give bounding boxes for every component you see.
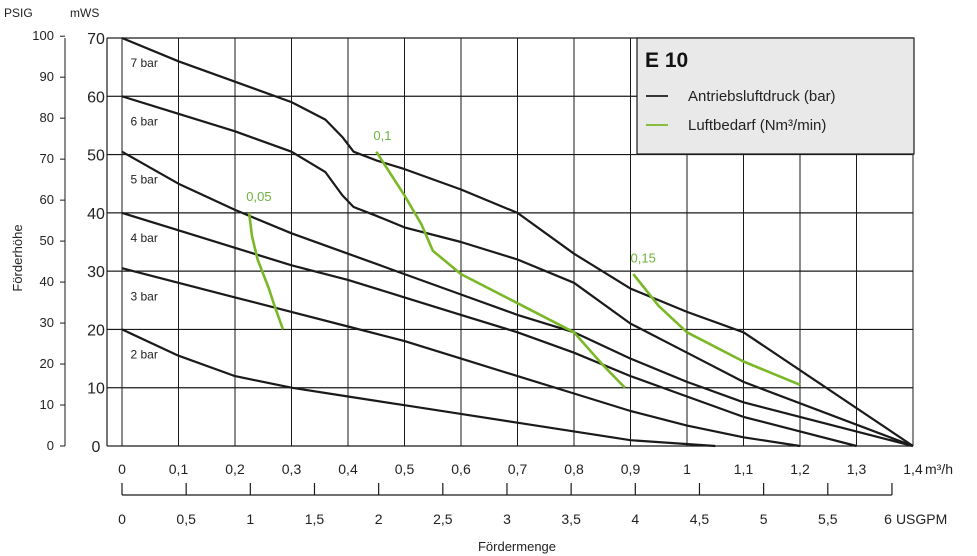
x-tick-label-m3h: 0,1 [169,461,189,477]
x-tick-label-m3h: 0,7 [508,461,528,477]
air-consumption-curve-0-15 [632,273,801,387]
y-axis-title: Förderhöhe [10,224,25,291]
x-tick-label-usgpm: 2,5 [433,511,453,527]
psig-tick-label: 50 [40,233,54,248]
pressure-curve-4-bar [121,211,857,448]
psig-tick-label: 30 [40,315,54,330]
pressure-label: 2 bar [130,348,157,362]
mws-tick-label: 40 [87,206,105,223]
x-tick-label-usgpm: 3,5 [561,511,581,527]
psig-tick-label: 10 [40,397,54,412]
legend: E 10 Antriebsluftdruck (bar) Luftbedarf … [636,37,915,155]
pressure-label: 4 bar [130,231,157,245]
psig-tick-label: 70 [40,151,54,166]
x-tick-label-m3h: 1,1 [734,461,754,477]
x-tick-label-m3h: 0,8 [564,461,584,477]
air-consumption-curve-0-1 [375,150,626,389]
air-consumption-label: 0,05 [246,189,271,204]
chart-title: E 10 [645,49,688,72]
x-tick-label-usgpm: 2 [375,511,383,527]
x-tick-label-m3h: 0,4 [338,461,358,477]
mws-tick-label: 10 [87,381,105,398]
pressure-label: 5 bar [130,173,157,187]
mws-tick-label: 60 [87,89,105,106]
psig-tick-label: 20 [40,356,54,371]
curves [121,36,914,448]
psig-tick-label: 80 [40,110,54,125]
air-consumption-label: 0,15 [631,250,656,265]
x-tick-label-usgpm: 5,5 [818,511,838,527]
x-tick-label-m3h: 0,5 [395,461,415,477]
pressure-curve-5-bar [121,150,914,448]
pressure-curve-7-bar [121,36,914,447]
x-tick-label-m3h: 0,3 [282,461,302,477]
x-tick-label-usgpm: 5 [760,511,768,527]
x-unit-m3h: m³/h [925,461,953,477]
x-tick-label-usgpm: 4 [631,511,639,527]
x-tick-label-m3h: 0,9 [621,461,641,477]
psig-tick-label: 40 [40,274,54,289]
pressure-label: 7 bar [130,56,157,70]
legend-box [636,37,915,155]
x-tick-label-m3h: 0,2 [225,461,245,477]
x-tick-label-m3h: 1,4 [903,461,923,477]
legend-label-pressure: Antriebsluftdruck (bar) [688,88,836,105]
y-unit-mws: mWS [70,6,99,20]
axes [60,35,893,496]
x-tick-label-usgpm: 3 [503,511,511,527]
x-tick-label-usgpm: 0 [118,511,126,527]
x-tick-label-usgpm: 1 [246,511,254,527]
mws-tick-label: 70 [87,31,105,48]
psig-tick-label: 0 [47,438,54,453]
mws-tick-label: 20 [87,322,105,339]
psig-tick-label: 60 [40,192,54,207]
mws-tick-label: 30 [87,264,105,281]
pressure-label: 6 bar [130,114,157,128]
legend-label-air: Luftbedarf (Nm³/min) [688,117,826,134]
x-tick-label-usgpm: 6 [884,511,892,527]
x-tick-label-usgpm: 0,5 [176,511,196,527]
x-axis-title: Fördermenge [478,539,556,554]
x-tick-label-m3h: 1,2 [790,461,810,477]
air-consumption-label: 0,1 [373,128,391,143]
pressure-curve-6-bar [121,95,914,448]
mws-tick-label: 50 [87,148,105,165]
mws-tick-label: 0 [92,439,101,456]
air-consumption-curve-0-05 [247,212,285,330]
x-tick-label-m3h: 1,3 [847,461,867,477]
pressure-label: 3 bar [130,289,157,303]
psig-tick-label: 100 [32,28,54,43]
x-unit-usgpm: USGPM [896,511,947,527]
pressure-curve-3-bar [121,267,801,448]
x-tick-label-usgpm: 1,5 [305,511,325,527]
x-tick-label-m3h: 0,6 [451,461,471,477]
psig-tick-label: 90 [40,69,54,84]
pressure-curve-2-bar [121,328,716,448]
x-tick-label-m3h: 0 [118,461,126,477]
y-unit-psig: PSIG [4,6,33,20]
x-tick-label-m3h: 1 [683,461,691,477]
x-tick-label-usgpm: 4,5 [690,511,710,527]
